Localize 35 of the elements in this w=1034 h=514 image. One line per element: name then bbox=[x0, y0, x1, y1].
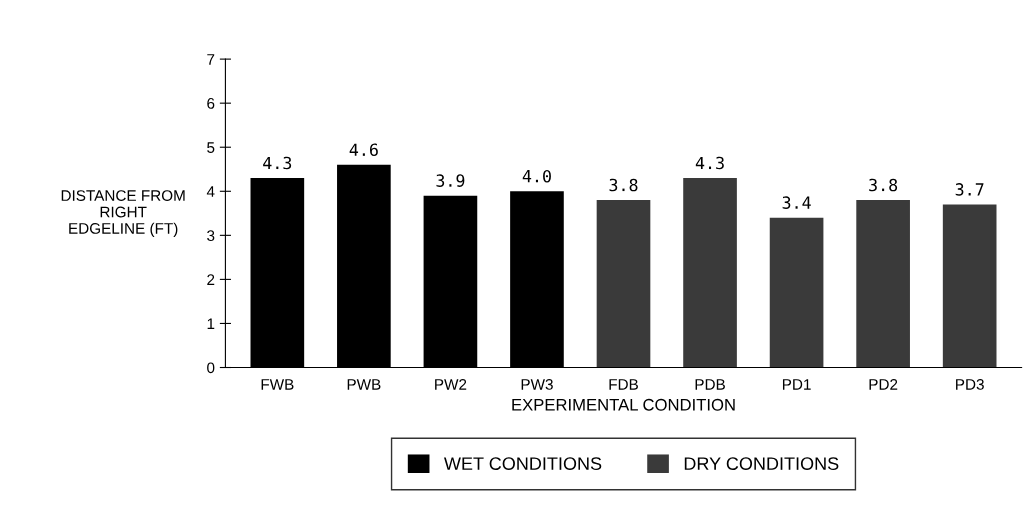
y-tick-label: 3 bbox=[207, 230, 215, 242]
y-tick-label: 5 bbox=[207, 142, 215, 153]
data-label: 4.0 bbox=[522, 169, 551, 183]
legend-label: DRY CONDITIONS bbox=[684, 457, 839, 470]
y-tick-label: 2 bbox=[207, 274, 215, 285]
bar bbox=[683, 178, 737, 368]
bar bbox=[942, 204, 997, 368]
bar bbox=[596, 200, 651, 368]
y-tick-label: 4 bbox=[206, 186, 215, 197]
data-label: 4.3 bbox=[695, 156, 724, 170]
y-tick-label: 7 bbox=[207, 54, 215, 65]
data-label: 3.7 bbox=[955, 183, 984, 196]
x-tick-label: PD2 bbox=[869, 379, 898, 390]
y-tick-label: 0 bbox=[207, 362, 215, 374]
data-label: 3.9 bbox=[436, 174, 465, 187]
bar bbox=[856, 200, 910, 368]
x-tick-label: PW2 bbox=[435, 379, 467, 390]
x-tick-label: PW3 bbox=[521, 379, 553, 390]
bar bbox=[769, 217, 824, 368]
data-label: 4.6 bbox=[349, 143, 378, 157]
y-tick-label: 1 bbox=[207, 318, 215, 329]
y-axis-title: DISTANCE FROM RIGHT EDGELINE (FT) bbox=[61, 190, 185, 237]
y-tick-label: 6 bbox=[207, 98, 215, 109]
data-label: 4.3 bbox=[263, 156, 292, 170]
x-tick-label: FWB bbox=[261, 379, 294, 390]
x-axis-title: EXPERIMENTAL CONDITION bbox=[512, 398, 735, 411]
x-tick-label: PWB bbox=[347, 379, 381, 390]
data-label: 3.8 bbox=[609, 178, 638, 192]
x-tick-label: FDB bbox=[609, 379, 638, 390]
data-label: 3.4 bbox=[782, 196, 811, 209]
data-label: 3.8 bbox=[869, 178, 898, 192]
x-tick-label: PD1 bbox=[782, 379, 811, 390]
legend-label: WET CONDITIONS bbox=[444, 457, 602, 470]
x-tick-label: PD3 bbox=[956, 379, 984, 390]
x-tick-label: PDB bbox=[695, 379, 725, 390]
